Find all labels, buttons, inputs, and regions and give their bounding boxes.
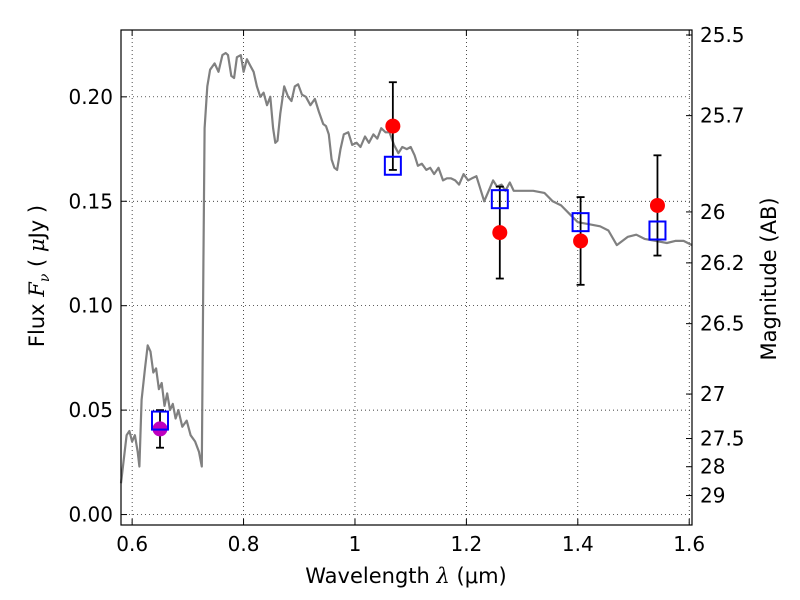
x-tick-label: 0.6 bbox=[116, 532, 148, 556]
x-tick-label: 1.2 bbox=[450, 532, 482, 556]
model-flux-square bbox=[648, 220, 667, 241]
y-tick-label: 0.15 bbox=[68, 189, 113, 213]
model-flux-square bbox=[150, 410, 169, 431]
y2-tick-label: 25.7 bbox=[700, 104, 745, 128]
y2-tick-label: 27 bbox=[700, 382, 725, 406]
right-y-axis-title: Magnitude (AB) bbox=[757, 197, 781, 360]
y-tick-label: 0.20 bbox=[68, 85, 113, 109]
y2-tick-label: 27.5 bbox=[700, 427, 745, 451]
y2-tick-label: 29 bbox=[700, 484, 725, 508]
x-tick-label: 1.4 bbox=[562, 532, 594, 556]
x-tick-label: 0.8 bbox=[228, 532, 260, 556]
model-spectrum-line bbox=[119, 51, 693, 484]
y2-tick-label: 25.5 bbox=[700, 23, 745, 47]
y2-tick-label: 26.2 bbox=[700, 251, 745, 275]
y2-tick-label: 26.5 bbox=[700, 312, 745, 336]
plot-frame bbox=[120, 29, 693, 526]
observed-flux-point bbox=[385, 118, 401, 134]
y-tick-label: 0.00 bbox=[68, 503, 113, 527]
observed-flux-point bbox=[649, 197, 665, 213]
y-axis-title: Flux Fν ( μJy ) bbox=[25, 205, 53, 347]
model-flux-square bbox=[490, 189, 509, 210]
model-spectrum-layer bbox=[119, 51, 693, 484]
x-tick-label: 1.6 bbox=[673, 532, 705, 556]
model-flux-square bbox=[571, 212, 590, 233]
x-axis-title: Wavelength λ (μm) bbox=[305, 564, 506, 588]
observed-flux-point bbox=[492, 225, 508, 241]
y2-tick-label: 28 bbox=[700, 455, 725, 479]
photometry-points-layer bbox=[150, 81, 667, 449]
y-tick-label: 0.05 bbox=[68, 398, 113, 422]
y2-tick-label: 26 bbox=[700, 200, 725, 224]
model-flux-square bbox=[383, 155, 402, 176]
observed-flux-point bbox=[573, 233, 589, 249]
y-tick-label: 0.10 bbox=[68, 294, 113, 318]
axis-ticks: 0.6 0.8 1 1.2 1.4 1.6 0.00 0.05 0.10 0.15 0.20 25.5… bbox=[68, 23, 744, 556]
x-tick-label: 1 bbox=[349, 532, 362, 556]
